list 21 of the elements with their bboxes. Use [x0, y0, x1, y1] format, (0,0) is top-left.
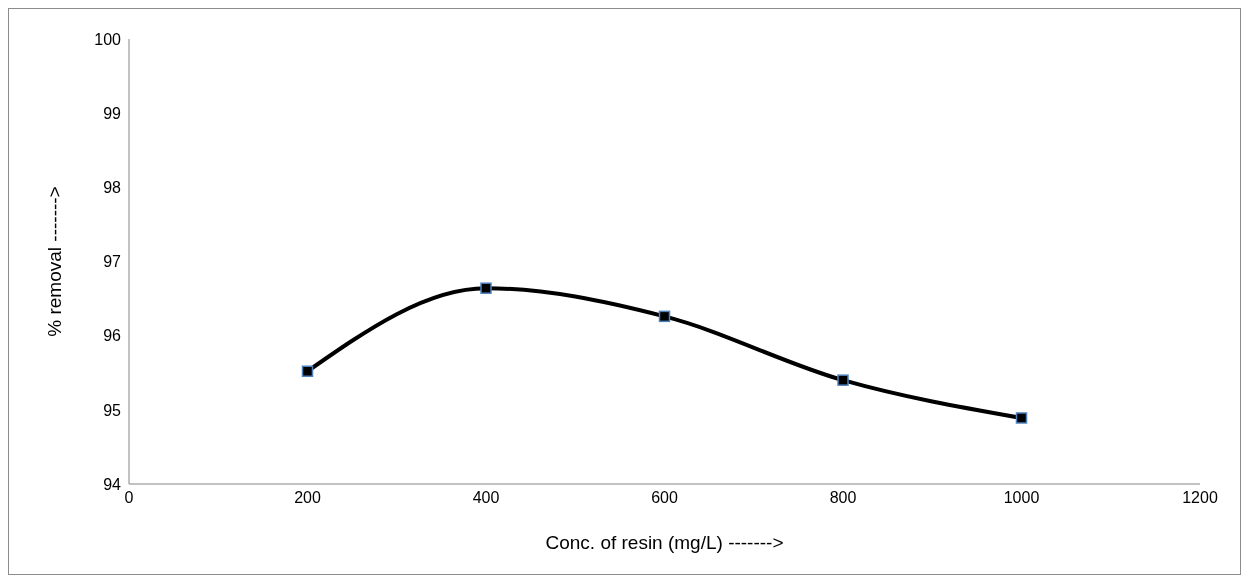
y-axis-title: % removal -------> — [43, 186, 65, 337]
x-tick-label: 400 — [472, 489, 500, 507]
point — [480, 282, 492, 294]
y-tick-label: 99 — [103, 104, 122, 122]
x-tick-label: 1000 — [1003, 489, 1040, 507]
y-tick-label: 94 — [103, 475, 122, 493]
x-tick-label: 0 — [124, 489, 134, 507]
y-tick-label: 96 — [103, 327, 122, 345]
x-tick-label: 800 — [829, 489, 857, 507]
point — [658, 310, 671, 323]
x-axis-title: Conc. of resin (mg/L) -------> — [545, 532, 784, 553]
point — [301, 365, 314, 378]
y-tick-label: 95 — [103, 401, 122, 419]
y-tick-label: 97 — [103, 253, 122, 271]
x-tick-label: 600 — [651, 489, 678, 507]
x-tick-label: 200 — [294, 489, 321, 507]
point — [1015, 412, 1028, 424]
y-tick-label: 100 — [94, 30, 122, 48]
point — [837, 374, 849, 386]
y-tick-label: 98 — [103, 179, 122, 197]
x-tick-label: 1200 — [1182, 489, 1218, 507]
